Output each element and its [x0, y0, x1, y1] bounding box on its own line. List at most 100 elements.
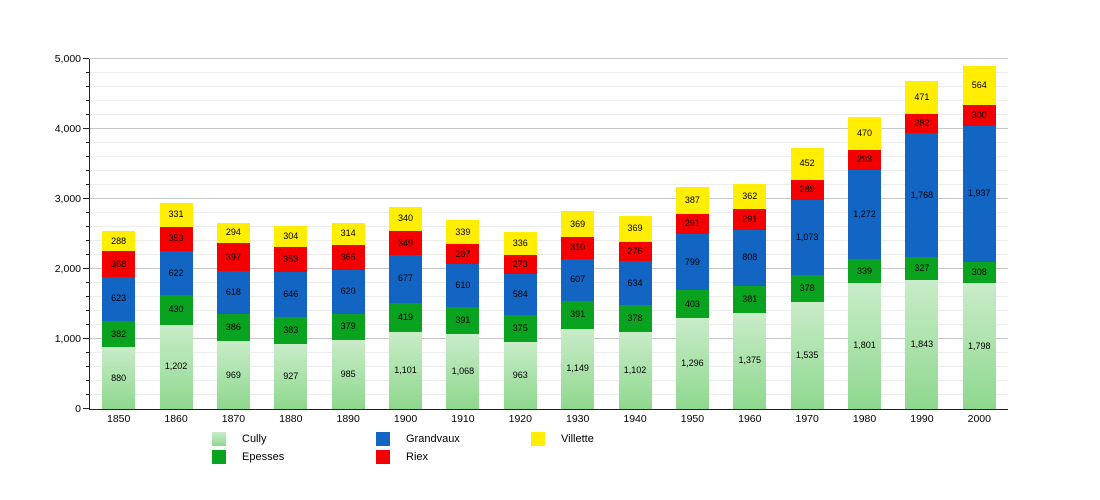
y-axis-tick — [83, 58, 89, 59]
bar-segment-cully: 1,375 — [733, 312, 767, 409]
segment-value-label: 369 — [570, 218, 586, 229]
minor-gridline — [90, 100, 1008, 101]
legend-label: Riex — [406, 451, 429, 463]
x-tick-label: 1880 — [279, 413, 303, 425]
x-tick-label: 1980 — [852, 413, 877, 425]
bar-group: 880 382 623 368 288 — [102, 59, 136, 409]
bar-group: 1,296 403 799 291 387 — [675, 59, 709, 409]
bar-segment-grandvaux: 634 — [618, 261, 652, 306]
bar-segment-epesses: 391 — [446, 306, 480, 335]
segment-value-label: 646 — [283, 289, 299, 300]
y-axis-tick — [83, 338, 89, 339]
bar-segment-epesses: 308 — [962, 261, 996, 284]
segment-value-label: 289 — [799, 184, 815, 195]
bar-segment-grandvaux: 623 — [102, 277, 136, 321]
minor-gridline — [90, 380, 1008, 381]
segment-value-label: 799 — [684, 256, 700, 267]
segment-value-label: 1,375 — [738, 355, 762, 366]
segment-value-label: 470 — [857, 127, 873, 138]
y-tick-label: 3,000 — [54, 193, 81, 205]
y-axis-tick — [83, 128, 89, 129]
y-axis-tick — [83, 198, 89, 199]
segment-value-label: 1,149 — [566, 363, 589, 374]
segment-value-label: 391 — [570, 309, 586, 320]
minor-gridline — [90, 212, 1008, 213]
bar-group: 1,102 378 634 276 369 — [618, 59, 652, 409]
segment-value-label: 622 — [168, 267, 184, 278]
minor-gridline — [90, 254, 1008, 255]
x-tick-label: 1850 — [106, 413, 131, 425]
x-tick-label: 1860 — [164, 413, 188, 425]
y-axis-tick — [86, 72, 89, 73]
bar-segment-villette: 387 — [675, 186, 709, 214]
bar-segment-grandvaux: 618 — [216, 270, 250, 315]
segment-value-label: 607 — [570, 274, 586, 285]
segment-value-label: 293 — [857, 154, 873, 165]
bar-segment-riex: 310 — [561, 237, 595, 259]
legend-item-cully: Cully — [212, 430, 376, 448]
x-tick-label: 1900 — [393, 413, 418, 425]
segment-value-label: 300 — [971, 110, 987, 120]
bar-segment-cully: 1,202 — [159, 324, 193, 409]
y-tick-label: 5,000 — [54, 53, 81, 65]
segment-value-label: 273 — [512, 259, 528, 270]
y-axis-tick — [86, 380, 89, 381]
major-gridline — [90, 198, 1008, 199]
bar-group: 969 386 618 397 294 — [216, 59, 250, 409]
bar-segment-riex: 291 — [675, 213, 709, 235]
y-axis-tick — [86, 142, 89, 143]
bar-segment-epesses: 375 — [503, 315, 537, 342]
x-tick-label: 1950 — [680, 413, 705, 425]
segment-value-label: 353 — [168, 233, 184, 244]
bar-segment-villette: 452 — [790, 148, 824, 180]
bar-segment-cully: 1,101 — [389, 331, 423, 409]
minor-gridline — [90, 72, 1008, 73]
bar-segment-riex: 282 — [905, 113, 939, 134]
x-tick-label: 1960 — [738, 413, 762, 425]
bar-segment-cully: 1,296 — [675, 318, 709, 409]
segment-value-label: 308 — [971, 266, 987, 277]
y-axis-tick — [86, 352, 89, 353]
bar-segment-cully: 927 — [274, 344, 308, 409]
segment-value-label: 353 — [283, 254, 299, 265]
segment-value-label: 584 — [512, 289, 528, 300]
bar-segment-epesses: 327 — [905, 257, 939, 280]
bar-segment-villette: 369 — [618, 215, 652, 242]
bar-segment-villette: 336 — [503, 231, 537, 256]
bar-segment-villette: 331 — [159, 203, 193, 227]
segment-value-label: 339 — [857, 265, 873, 276]
segment-value-label: 963 — [512, 369, 528, 380]
bar-segment-cully: 985 — [331, 340, 365, 409]
segment-value-label: 387 — [684, 194, 700, 205]
segment-value-label: 368 — [111, 258, 127, 269]
bar-group: 985 379 620 365 314 — [331, 59, 365, 409]
segment-value-label: 471 — [914, 91, 930, 102]
bar-segment-cully: 969 — [216, 341, 250, 409]
bar-segment-villette: 339 — [446, 220, 480, 245]
y-tick-label: 0 — [75, 403, 81, 415]
bar-segment-riex: 291 — [733, 209, 767, 230]
segment-value-label: 623 — [111, 293, 127, 304]
segment-value-label: 294 — [225, 227, 241, 238]
segment-value-label: 1,801 — [853, 340, 876, 351]
bar-segment-villette: 471 — [905, 80, 939, 114]
y-axis-tick — [86, 254, 89, 255]
legend-swatch-icon — [531, 432, 545, 446]
bar-segment-epesses: 391 — [561, 301, 595, 329]
segment-value-label: 291 — [742, 213, 758, 224]
segment-value-label: 362 — [742, 190, 758, 201]
y-axis-tick — [86, 394, 89, 395]
minor-gridline — [90, 184, 1008, 185]
minor-gridline — [90, 310, 1008, 311]
bar-segment-grandvaux: 584 — [503, 274, 537, 316]
segment-value-label: 1,101 — [394, 364, 417, 375]
bar-segment-epesses: 419 — [389, 302, 423, 332]
y-axis-tick — [86, 100, 89, 101]
y-axis-tick — [86, 282, 89, 283]
bar-segment-riex: 289 — [790, 179, 824, 200]
segment-value-label: 391 — [455, 315, 471, 326]
segment-value-label: 880 — [111, 372, 127, 383]
bar-segment-epesses: 378 — [790, 275, 824, 302]
bar-segment-epesses: 430 — [159, 294, 193, 325]
bar-segment-cully: 1,843 — [905, 280, 939, 409]
